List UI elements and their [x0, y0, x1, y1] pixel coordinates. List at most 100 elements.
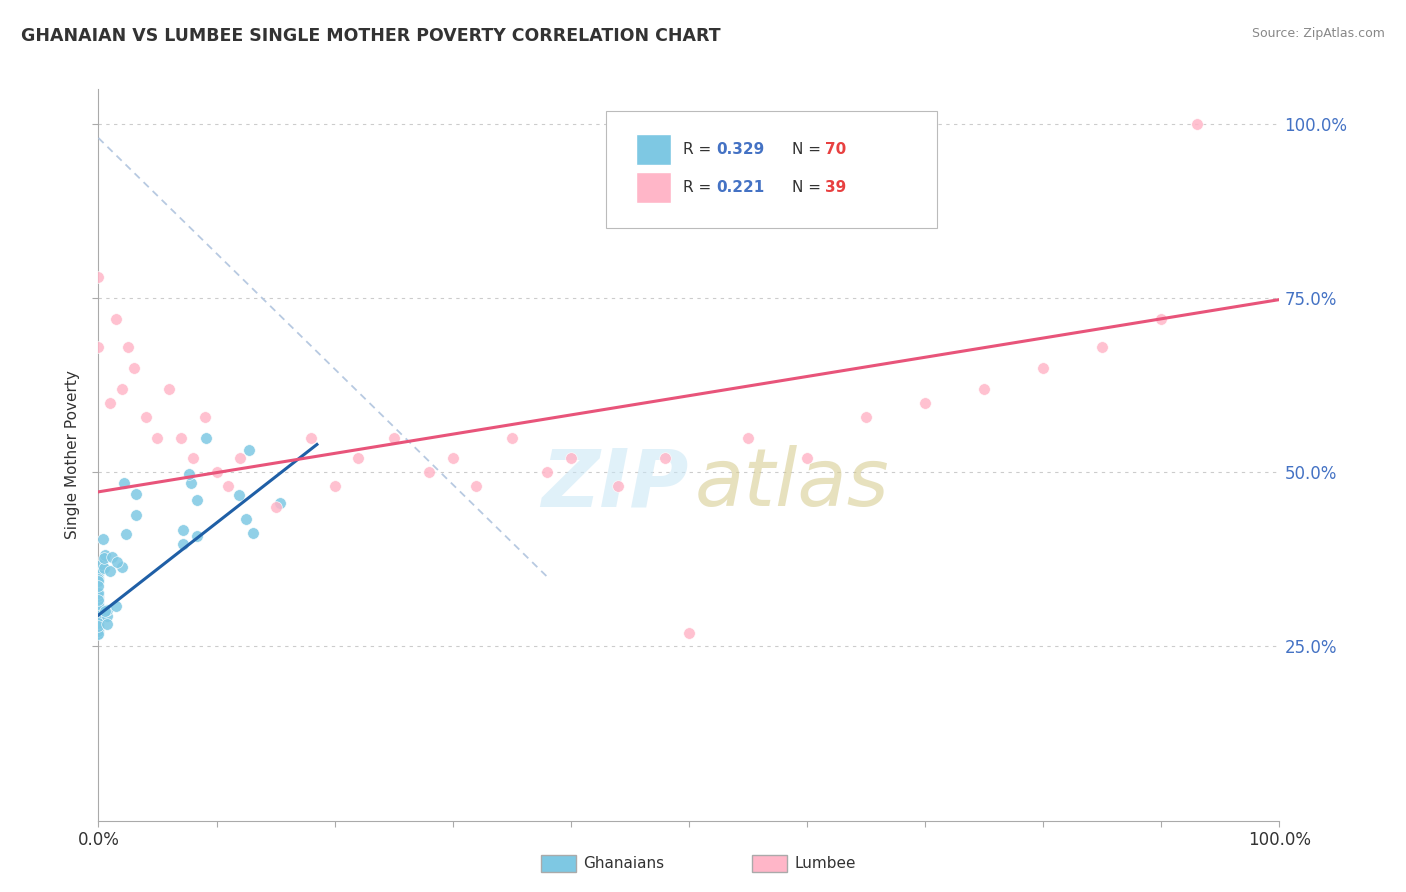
Point	[117, 340, 139, 354]
Point	[87, 603, 110, 617]
Point	[1032, 360, 1054, 375]
Point	[87, 574, 110, 588]
Point	[181, 451, 204, 466]
Point	[501, 430, 523, 444]
Point	[87, 611, 110, 625]
Point	[87, 591, 110, 606]
Point	[112, 475, 135, 490]
Point	[135, 409, 157, 424]
Point	[170, 430, 193, 444]
Point	[87, 602, 110, 616]
Point	[87, 340, 110, 354]
Point	[973, 382, 995, 396]
Point	[111, 560, 134, 574]
Point	[146, 430, 169, 444]
Point	[87, 566, 110, 581]
Point	[96, 603, 118, 617]
Point	[93, 560, 115, 574]
Point	[87, 602, 110, 616]
Point	[87, 604, 110, 618]
Point	[105, 555, 128, 569]
Point	[441, 451, 464, 466]
FancyBboxPatch shape	[606, 112, 936, 228]
Point	[93, 550, 115, 565]
Point	[87, 594, 110, 608]
Point	[172, 537, 194, 551]
Text: Lumbee: Lumbee	[794, 856, 856, 871]
Point	[194, 409, 217, 424]
Point	[87, 598, 110, 612]
Point	[914, 395, 936, 409]
Point	[87, 579, 110, 593]
Point	[125, 487, 148, 501]
Point	[96, 609, 118, 624]
Point	[87, 270, 110, 285]
Point	[91, 533, 114, 547]
Point	[87, 624, 110, 639]
Point	[87, 572, 110, 586]
Text: R =: R =	[683, 142, 716, 157]
Point	[87, 589, 110, 603]
Point	[96, 617, 118, 632]
Text: N =: N =	[792, 179, 825, 194]
Point	[87, 603, 110, 617]
Point	[87, 608, 110, 623]
Point	[94, 548, 117, 562]
FancyBboxPatch shape	[636, 134, 671, 164]
Point	[87, 619, 110, 633]
Point	[269, 496, 291, 510]
Point	[299, 430, 322, 444]
Point	[87, 586, 110, 600]
Point	[87, 596, 110, 610]
Y-axis label: Single Mother Poverty: Single Mother Poverty	[65, 370, 80, 540]
Text: Ghanaians: Ghanaians	[583, 856, 665, 871]
Point	[1091, 340, 1114, 354]
Point	[87, 592, 110, 607]
Text: R =: R =	[683, 179, 716, 194]
Point	[1185, 117, 1208, 131]
Point	[87, 590, 110, 604]
Text: 70: 70	[825, 142, 846, 157]
Point	[87, 611, 110, 625]
Point	[105, 312, 128, 326]
Point	[382, 430, 405, 444]
Point	[157, 382, 180, 396]
Point	[228, 488, 250, 502]
Point	[323, 479, 346, 493]
Text: Source: ZipAtlas.com: Source: ZipAtlas.com	[1251, 27, 1385, 40]
Text: 39: 39	[825, 179, 846, 194]
Point	[205, 466, 228, 480]
Point	[186, 529, 208, 543]
Point	[1150, 312, 1173, 326]
Text: ZIP: ZIP	[541, 445, 689, 524]
Point	[347, 451, 370, 466]
Text: N =: N =	[792, 142, 825, 157]
Point	[465, 479, 488, 493]
Point	[242, 525, 264, 540]
Point	[796, 451, 818, 466]
Point	[678, 625, 700, 640]
Point	[91, 558, 114, 572]
Point	[654, 451, 676, 466]
Point	[87, 626, 110, 640]
Point	[264, 500, 287, 515]
Text: 0.329: 0.329	[716, 142, 765, 157]
Point	[87, 598, 110, 612]
Text: atlas: atlas	[695, 445, 890, 524]
Point	[180, 475, 202, 490]
Point	[87, 572, 110, 586]
Point	[87, 574, 110, 589]
Point	[122, 360, 145, 375]
Point	[177, 467, 200, 481]
Point	[87, 615, 110, 630]
Point	[87, 597, 110, 611]
Point	[87, 585, 110, 599]
Point	[172, 523, 194, 537]
Text: 0.221: 0.221	[716, 179, 765, 194]
Point	[87, 615, 110, 629]
Point	[87, 570, 110, 584]
Point	[536, 466, 558, 480]
Point	[229, 451, 252, 466]
Point	[238, 442, 260, 457]
Point	[737, 430, 759, 444]
